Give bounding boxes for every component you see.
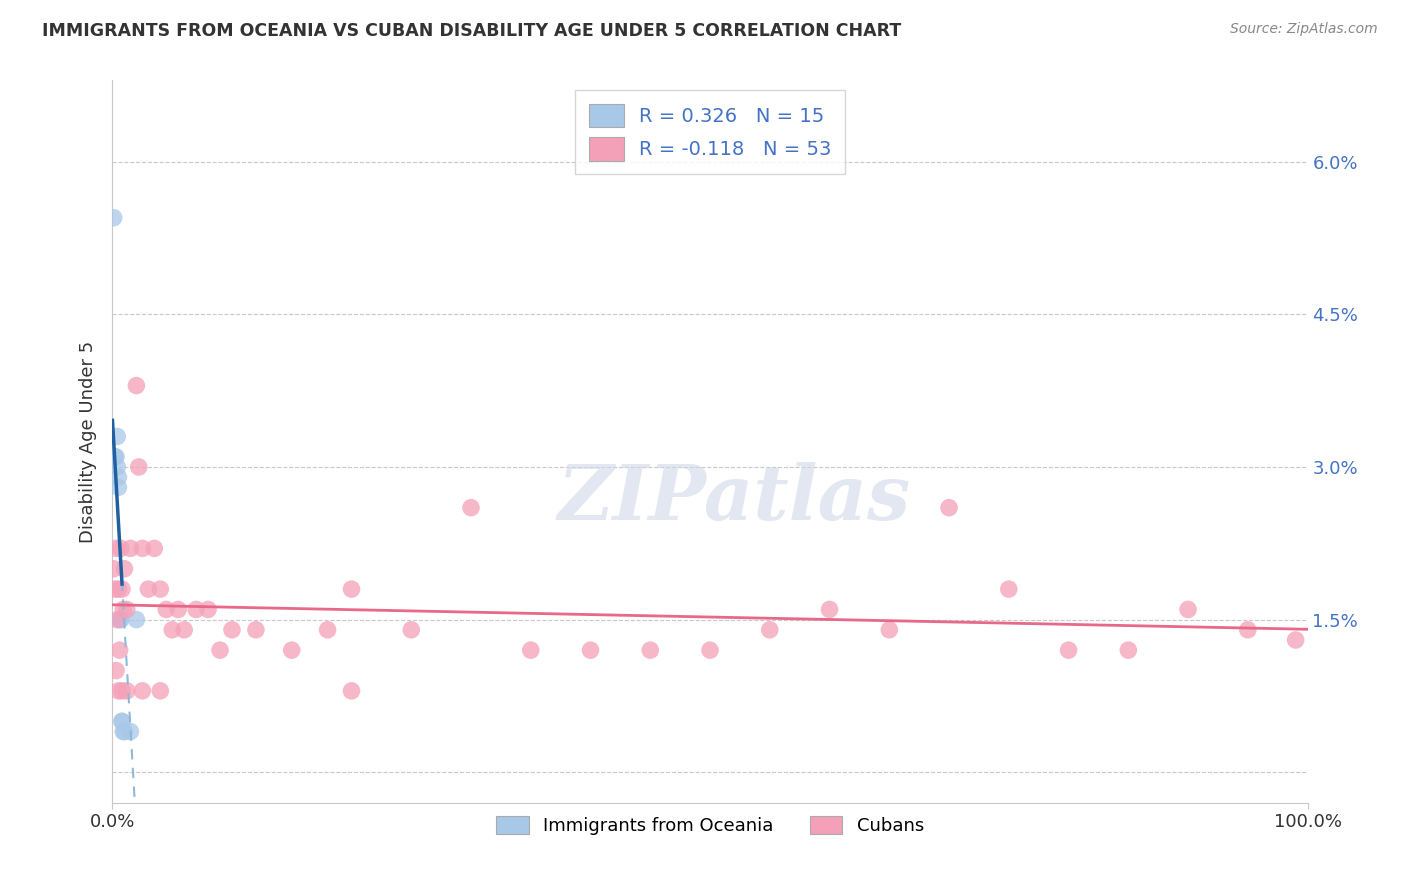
Point	[108, 643, 131, 657]
Point	[105, 664, 128, 678]
Point	[149, 684, 172, 698]
Point	[125, 378, 148, 392]
Point	[401, 623, 423, 637]
Point	[107, 684, 129, 698]
Point	[120, 541, 142, 556]
Point	[131, 541, 153, 556]
Point	[105, 460, 128, 475]
Point	[104, 582, 127, 596]
Point	[128, 460, 150, 475]
Text: IMMIGRANTS FROM OCEANIA VS CUBAN DISABILITY AGE UNDER 5 CORRELATION CHART: IMMIGRANTS FROM OCEANIA VS CUBAN DISABIL…	[42, 22, 901, 40]
Point	[162, 623, 183, 637]
Point	[640, 643, 662, 657]
Point	[316, 623, 339, 637]
Point	[111, 582, 134, 596]
Y-axis label: Disability Age Under 5: Disability Age Under 5	[79, 341, 97, 542]
Point	[110, 613, 132, 627]
Point	[340, 582, 363, 596]
Point	[114, 562, 135, 576]
Point	[149, 582, 172, 596]
Point	[115, 684, 138, 698]
Point	[186, 602, 208, 616]
Point	[879, 623, 901, 637]
Point	[1057, 643, 1080, 657]
Point	[105, 541, 128, 556]
Point	[759, 623, 782, 637]
Point	[112, 602, 135, 616]
Point	[699, 643, 721, 657]
Point	[173, 623, 195, 637]
Text: ZIPatlas: ZIPatlas	[557, 462, 911, 536]
Legend: Immigrants from Oceania, Cubans: Immigrants from Oceania, Cubans	[488, 807, 932, 845]
Point	[105, 450, 128, 464]
Point	[111, 714, 134, 729]
Point	[1177, 602, 1199, 616]
Point	[938, 500, 960, 515]
Point	[281, 643, 304, 657]
Point	[245, 623, 267, 637]
Point	[818, 602, 841, 616]
Point	[107, 470, 129, 484]
Point	[167, 602, 190, 616]
Point	[579, 643, 602, 657]
Point	[1237, 623, 1260, 637]
Point	[1285, 632, 1308, 647]
Point	[131, 684, 153, 698]
Point	[112, 724, 135, 739]
Point	[111, 684, 134, 698]
Point	[197, 602, 219, 616]
Point	[103, 211, 125, 225]
Point	[103, 562, 125, 576]
Point	[107, 480, 129, 494]
Text: Source: ZipAtlas.com: Source: ZipAtlas.com	[1230, 22, 1378, 37]
Point	[110, 541, 132, 556]
Point	[125, 613, 148, 627]
Point	[155, 602, 177, 616]
Point	[998, 582, 1021, 596]
Point	[1118, 643, 1140, 657]
Point	[143, 541, 166, 556]
Point	[114, 724, 135, 739]
Point	[209, 643, 232, 657]
Point	[111, 714, 134, 729]
Point	[107, 582, 129, 596]
Point	[104, 450, 127, 464]
Point	[105, 613, 128, 627]
Point	[340, 684, 363, 698]
Point	[108, 613, 131, 627]
Point	[221, 623, 243, 637]
Point	[120, 724, 142, 739]
Point	[460, 500, 482, 515]
Point	[105, 429, 128, 443]
Point	[520, 643, 543, 657]
Point	[115, 602, 138, 616]
Point	[138, 582, 160, 596]
